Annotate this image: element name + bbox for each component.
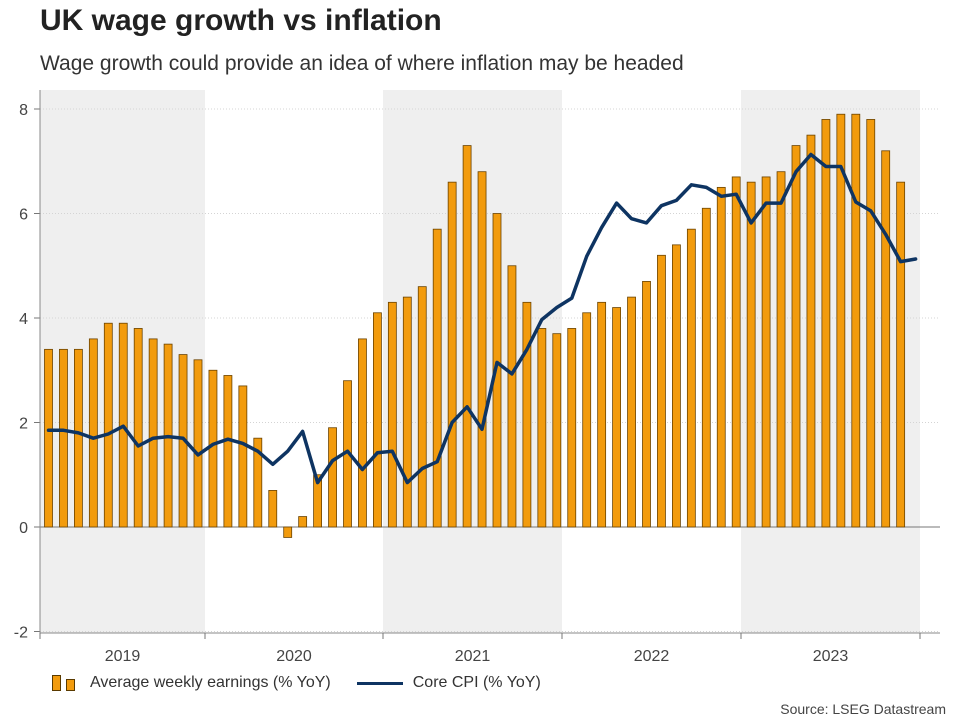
earnings-bar (821, 119, 831, 528)
x-tick-label: 2020 (276, 648, 312, 665)
x-tick-label: 2022 (634, 648, 670, 665)
cpi-line (46, 152, 918, 485)
earnings-bar (313, 474, 323, 528)
earnings-bar (402, 296, 412, 528)
earnings-bar (103, 322, 113, 528)
earnings-bar (462, 145, 472, 528)
bar-swatch-icon (52, 675, 80, 691)
earnings-bar (88, 338, 98, 528)
source-note: Source: LSEG Datastream (780, 701, 946, 717)
earnings-bar (208, 369, 218, 528)
earnings-bar (223, 375, 233, 528)
earnings-bar (567, 328, 577, 528)
y-tick-label: 4 (19, 311, 28, 328)
earnings-bar (447, 181, 457, 528)
earnings-bar (881, 150, 891, 528)
legend-cpi-label: Core CPI (% YoY) (412, 674, 541, 691)
earnings-bar (358, 338, 367, 528)
earnings-bar (238, 385, 248, 528)
y-axis: -2 0 2 4 6 8 (14, 90, 41, 642)
legend-item-earnings: Average weekly earnings (% YoY) (52, 674, 331, 692)
earnings-bar (328, 427, 337, 528)
earnings-bar (432, 228, 442, 528)
earnings-bar (74, 348, 83, 528)
x-tick-label: 2021 (455, 648, 491, 665)
earnings-bar (582, 312, 592, 528)
cpi-series-line (46, 152, 918, 485)
earnings-bar (627, 296, 636, 528)
earnings-bar (776, 171, 786, 528)
earnings-bar (298, 516, 308, 528)
line-swatch-icon (356, 681, 403, 685)
y-tick-label: 8 (19, 102, 28, 119)
earnings-bar (268, 490, 278, 528)
earnings-bar (612, 307, 621, 528)
earnings-bar (836, 113, 846, 528)
earnings-bar (642, 281, 651, 528)
earnings-bar (507, 265, 517, 528)
earnings-bar (806, 134, 816, 528)
earnings-bar (657, 254, 666, 528)
earnings-bar (746, 181, 756, 528)
chart-plot: -2 0 2 4 6 8 2019 2020 2021 2022 2023 (14, 90, 940, 665)
x-tick-label: 2019 (105, 648, 141, 665)
earnings-bar (851, 113, 861, 528)
earnings-bar (866, 119, 876, 528)
earnings-bar (597, 301, 607, 528)
x-axis: 2019 2020 2021 2022 2023 (39, 632, 940, 665)
earnings-bar (372, 312, 382, 528)
y-tick-label: 2 (19, 416, 28, 433)
grid-lines (40, 108, 940, 632)
earnings-bar (731, 176, 741, 528)
earnings-bar (716, 186, 726, 528)
y-tick-label: 6 (19, 207, 28, 224)
earnings-bar (672, 244, 681, 528)
earnings-bar (552, 333, 562, 528)
earnings-bar (477, 171, 487, 528)
y-tick-label: -2 (14, 625, 28, 642)
earnings-bar (44, 348, 53, 528)
earnings-bar (417, 286, 427, 528)
legend-earnings-label: Average weekly earnings (% YoY) (90, 674, 331, 691)
year-band-2021 (383, 90, 562, 633)
earnings-bar (133, 328, 143, 528)
earnings-bar (59, 348, 68, 528)
earnings-bar (522, 301, 532, 528)
x-tick-label: 2023 (813, 648, 849, 665)
legend-item-cpi: Core CPI (% YoY) (356, 674, 541, 692)
earnings-bar (701, 207, 711, 528)
earnings-bar (283, 526, 293, 538)
earnings-bar (761, 176, 771, 528)
earnings-bar (193, 359, 203, 528)
earnings-bar (896, 181, 906, 528)
y-tick-label: 0 (19, 520, 28, 537)
earnings-bar (686, 228, 696, 528)
earnings-bar (791, 145, 801, 528)
earnings-bar (387, 301, 397, 528)
chart-title: UK wage growth vs inflation (40, 4, 442, 37)
earnings-bar (253, 437, 263, 528)
chart-subtitle: Wage growth could provide an idea of whe… (40, 52, 684, 75)
year-band-2023 (741, 90, 920, 633)
legend: Average weekly earnings (% YoY) Core CPI… (52, 674, 567, 692)
earnings-bar (537, 328, 547, 528)
earnings-bar (148, 338, 158, 528)
